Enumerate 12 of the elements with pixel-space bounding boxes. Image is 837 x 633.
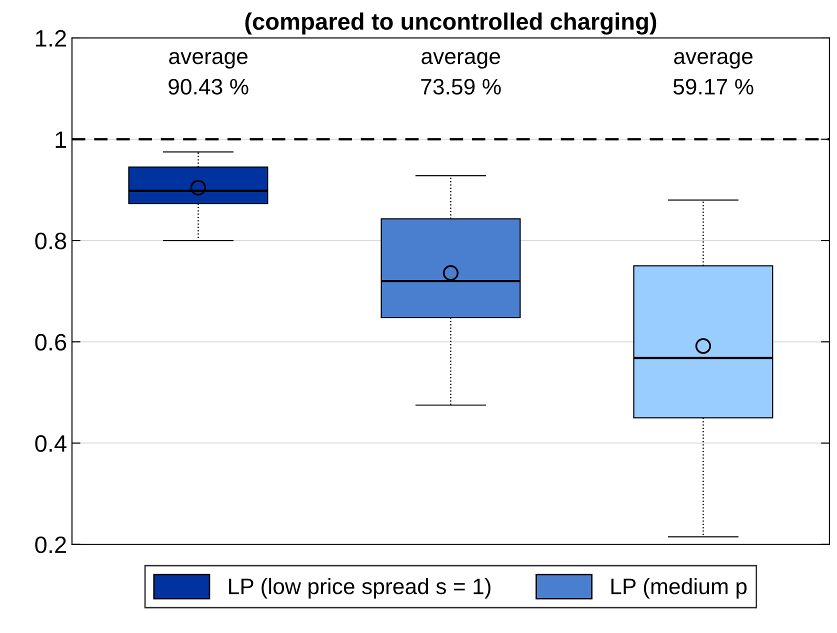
y-tick-label: 1 bbox=[56, 132, 66, 148]
annotation: average 90.43 % bbox=[168, 52, 248, 95]
chart-title: (compared to uncontrolled charging) bbox=[245, 12, 656, 35]
legend-label: LP (medium p bbox=[611, 578, 747, 599]
annotation: average 73.59 % bbox=[421, 52, 501, 95]
y-tick-label: 0.2 bbox=[35, 536, 66, 554]
y-tick-label: 0.6 bbox=[35, 334, 66, 351]
y-tick-label: 1.2 bbox=[36, 30, 66, 47]
y-tick-label: 0.4 bbox=[35, 435, 66, 452]
y-tick-label: 0.8 bbox=[35, 232, 66, 250]
annotation: average 59.17 % bbox=[673, 52, 754, 95]
legend-label: LP (low price spread s = 1) bbox=[229, 578, 490, 599]
